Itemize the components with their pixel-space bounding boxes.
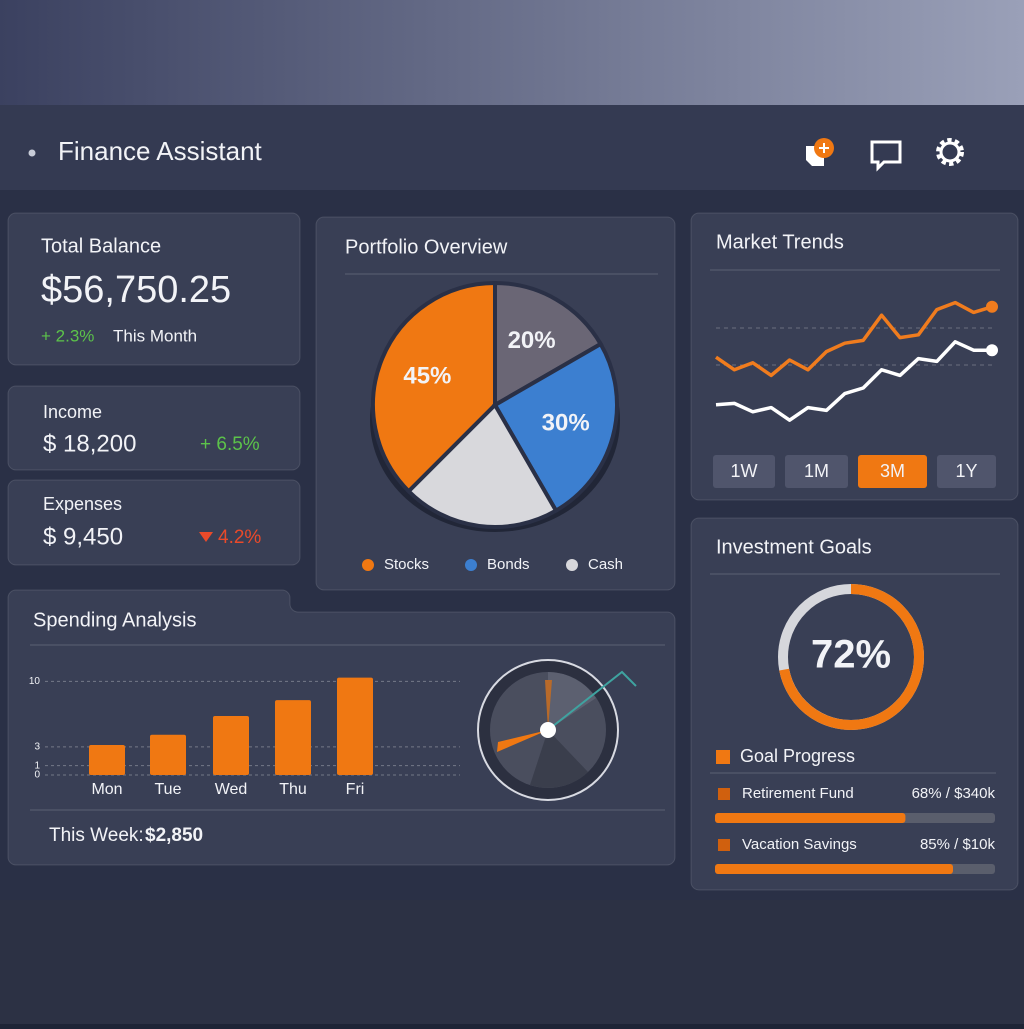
goal-value: 85% / $10k — [920, 836, 996, 853]
legend-dot — [362, 559, 374, 571]
legend-dot — [465, 559, 477, 571]
portfolio-title: Portfolio Overview — [345, 236, 508, 258]
slice-label: 45% — [403, 362, 451, 389]
y-tick-label: 3 — [34, 742, 40, 753]
income-change: + 6.5% — [200, 434, 260, 455]
goal-name: Retirement Fund — [742, 785, 854, 802]
market-title: Market Trends — [716, 231, 844, 253]
goal-bar — [715, 864, 953, 874]
bar — [213, 716, 249, 775]
bullet — [28, 149, 36, 157]
balance-amount: $56,750.25 — [41, 269, 231, 311]
income-card — [7, 385, 301, 471]
pie-slice — [493, 280, 604, 409]
notification-icon[interactable] — [806, 138, 834, 166]
down-arrow — [199, 532, 213, 542]
bar — [337, 677, 373, 775]
x-tick-label: Tue — [155, 781, 182, 798]
gauge — [477, 659, 637, 801]
goal-bar — [715, 813, 906, 823]
expenses-card — [7, 479, 301, 566]
balance-card — [7, 212, 301, 366]
range-buttons: 1W 1M 3M 1Y — [713, 455, 996, 488]
legend-label: Bonds — [487, 556, 530, 573]
footer-label: This Week: — [49, 825, 144, 846]
pie-slice — [405, 401, 559, 529]
ring-label: 72% — [811, 633, 891, 677]
settings-icon[interactable] — [936, 138, 964, 166]
end-dot — [986, 344, 998, 357]
bar — [150, 734, 186, 775]
expenses-change: 4.2% — [218, 527, 261, 548]
range-label[interactable]: 1Y — [955, 461, 977, 481]
slice-label: 20% — [508, 327, 556, 354]
y-tick-label: 0 — [34, 770, 40, 781]
goal-swatch — [718, 788, 730, 800]
range-button[interactable] — [937, 455, 996, 488]
balance-label: Total Balance — [41, 235, 161, 257]
market-card — [690, 212, 1019, 501]
legend-label: Stocks — [384, 556, 429, 573]
legend: Stocks Bonds Cash — [362, 556, 623, 573]
goals-card — [690, 517, 1019, 891]
trend-line — [715, 340, 992, 422]
range-label[interactable]: 1W — [731, 461, 758, 481]
spending-title: Spending Analysis — [33, 609, 196, 631]
x-tick-label: Mon — [91, 781, 122, 798]
goals-legend: Goal Progress — [740, 746, 855, 766]
app-title: Finance Assistant — [58, 136, 263, 166]
goal-list: Retirement Fund 68% / $340k Vacation Savin… — [715, 785, 995, 874]
backdrop — [0, 0, 1024, 105]
goals-title: Investment Goals — [716, 536, 872, 558]
floor — [0, 900, 1024, 1024]
goal-value: 68% / $340k — [912, 785, 996, 802]
slice-label: 30% — [542, 409, 590, 436]
expenses-label: Expenses — [43, 494, 122, 514]
footer-value: $2,850 — [145, 825, 203, 846]
x-tick-label: Thu — [279, 781, 307, 798]
trend-line — [715, 300, 993, 378]
legend-swatch — [716, 750, 730, 764]
pie-slice — [492, 341, 619, 514]
range-button[interactable] — [858, 455, 927, 488]
ring-progress — [778, 584, 924, 730]
y-tick-label: 1 — [34, 760, 40, 771]
range-button[interactable] — [785, 455, 848, 488]
legend-label: Cash — [588, 556, 623, 573]
header-bar — [0, 105, 1024, 190]
y-tick-label: 10 — [29, 676, 41, 687]
balance-period: This Month — [113, 326, 197, 345]
bar — [275, 700, 311, 775]
pie-slice — [371, 280, 497, 495]
goal-name: Vacation Savings — [742, 836, 857, 853]
balance-change: + 2.3% — [41, 326, 94, 345]
legend-dot — [566, 559, 578, 571]
expenses-amount: $ 9,450 — [43, 523, 123, 550]
bar-chart: 01 3 10 Mon Tue Wed Thu Fri — [29, 676, 460, 798]
bar — [89, 745, 125, 775]
pie-chart: 45% 20% 30% — [371, 280, 619, 529]
range-button[interactable] — [713, 455, 775, 488]
income-amount: $ 18,200 — [43, 430, 136, 457]
line-chart — [715, 300, 998, 422]
x-tick-label: Wed — [215, 781, 248, 798]
range-label[interactable]: 3M — [880, 461, 905, 481]
range-label[interactable]: 1M — [804, 461, 829, 481]
progress-ring — [778, 584, 924, 730]
x-tick-label: Fri — [346, 781, 365, 798]
end-dot — [986, 300, 998, 313]
chat-icon[interactable] — [870, 140, 902, 172]
income-label: Income — [43, 402, 102, 422]
goal-swatch — [718, 839, 730, 851]
